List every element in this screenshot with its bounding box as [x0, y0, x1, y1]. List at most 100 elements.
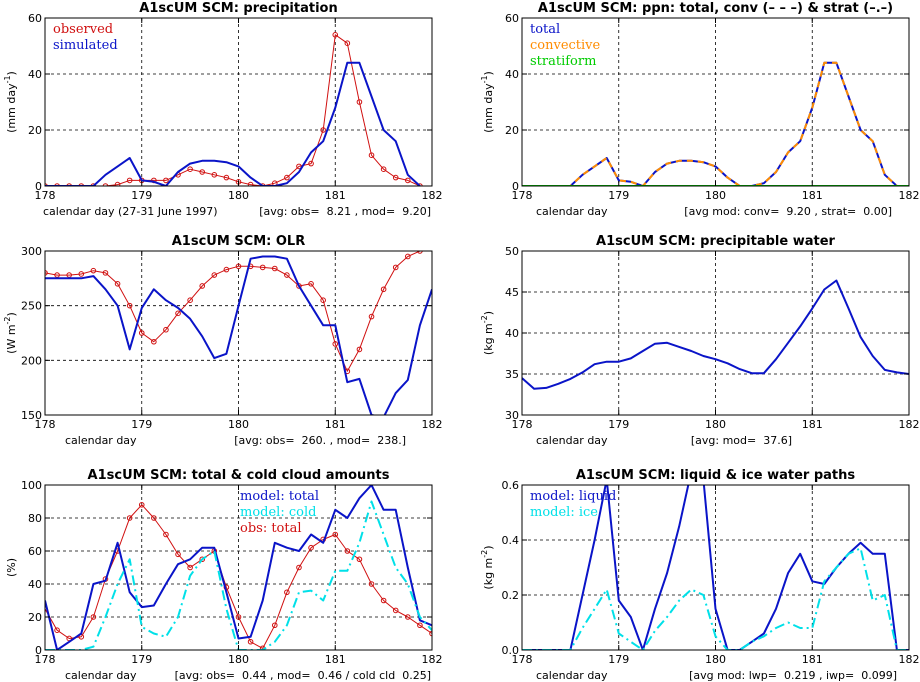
x-tick-label: 181 [325, 189, 346, 202]
x-tick-label: 181 [325, 653, 346, 666]
y-tick-label: 0.2 [502, 589, 520, 602]
data-point [405, 253, 411, 260]
data-point [90, 267, 97, 274]
chart-panel-wp: A1scUM SCM: liquid & ice water paths 178 1… [480, 468, 920, 682]
chart-panel-olr: A1scUM SCM: OLR 178 179 180 181 182 150 200 250 3… [3, 234, 443, 447]
data-point [175, 310, 181, 317]
y-tick-label: 30 [505, 409, 519, 422]
data-point [380, 166, 387, 172]
y-tick-label: 200 [21, 354, 42, 367]
data-point [320, 297, 326, 304]
x-tick-label: 181 [802, 653, 823, 666]
data-point [211, 272, 218, 278]
y-tick-label: 60 [28, 12, 42, 25]
x-tick-label: 180 [228, 653, 249, 666]
x-tick-label: 181 [802, 418, 823, 431]
data-point [163, 531, 169, 538]
data-point [187, 166, 193, 172]
y-axis-label: (mm day-1) [480, 71, 495, 133]
series-line-observed [45, 251, 423, 372]
average-annotation: [avg: obs= 0.44 , mod= 0.46 / cold cld 0… [175, 669, 431, 682]
data-point [284, 589, 290, 596]
y-tick-label: 60 [505, 12, 519, 25]
chart-panel-precip: A1scUM SCM: precipitation 178 179 180 181 182… [3, 1, 443, 218]
series-line-model-ice [522, 547, 909, 650]
series-line-total [522, 61, 898, 186]
data-point [392, 264, 399, 271]
x-tick-label: 178 [512, 418, 533, 431]
data-point [54, 627, 60, 634]
data-point [247, 638, 254, 645]
y-tick-label: 35 [505, 368, 519, 381]
y-axis-label-main: (%) [5, 558, 18, 577]
legend-entry: total [530, 22, 560, 37]
x-tick-label: 182 [899, 189, 920, 202]
data-point [175, 551, 181, 558]
y-tick-label: 100 [21, 479, 42, 492]
data-point [417, 251, 423, 254]
data-point [223, 266, 230, 273]
data-point [271, 622, 278, 629]
data-point [308, 544, 314, 551]
data-point [392, 607, 399, 614]
data-point [187, 564, 193, 571]
y-tick-label: 150 [21, 409, 42, 422]
x-axis-label: calendar day [536, 205, 608, 218]
x-tick-label: 179 [131, 418, 152, 431]
y-axis-label: (%) [5, 558, 18, 577]
data-point [235, 263, 242, 270]
y-axis-label-tail: ) [5, 71, 18, 75]
data-point [405, 177, 411, 184]
y-axis-label: (W m-2) [3, 312, 18, 354]
data-point [392, 174, 399, 181]
x-tick-label: 182 [899, 418, 920, 431]
y-tick-label: 0 [35, 644, 42, 657]
data-point [332, 32, 339, 38]
y-axis-label: (mm day-1) [3, 71, 18, 133]
data-point [332, 341, 339, 347]
data-point [284, 174, 290, 181]
x-tick-label: 178 [35, 653, 56, 666]
legend-entry: observed [53, 22, 113, 37]
data-point [380, 286, 387, 293]
data-point [102, 270, 109, 276]
data-point [199, 556, 206, 563]
series-line-model-total [45, 485, 432, 650]
x-tick-label: 180 [705, 189, 726, 202]
series-line-model-cold [45, 500, 432, 650]
data-point [368, 152, 375, 158]
data-point [308, 160, 314, 167]
average-annotation: [avg mod: conv= 9.20 , strat= 0.00] [684, 205, 892, 218]
data-point [126, 302, 133, 309]
data-point [296, 163, 302, 170]
data-point [199, 283, 206, 289]
chart-title: A1scUM SCM: ppn: total, conv (– – –) & s… [538, 1, 893, 16]
data-point [151, 338, 157, 345]
y-tick-label: 40 [505, 68, 519, 81]
y-tick-label: 20 [28, 611, 42, 624]
data-point [405, 614, 411, 620]
data-point [151, 515, 157, 521]
legend-entry: simulated [53, 38, 118, 53]
y-axis-label-tail: ) [482, 71, 495, 75]
y-axis-label-main: (W m [5, 324, 18, 353]
x-tick-label: 181 [325, 418, 346, 431]
data-point [199, 169, 206, 175]
data-point [126, 177, 133, 184]
x-axis-label: calendar day [536, 669, 608, 682]
y-tick-label: 0 [512, 180, 519, 193]
x-axis-label: calendar day [65, 434, 137, 447]
y-tick-label: 0.6 [502, 479, 520, 492]
chart-title: A1scUM SCM: OLR [172, 234, 305, 249]
chart-panel-cloud: A1scUM SCM: total & cold cloud amounts 17… [5, 468, 443, 682]
data-point [259, 264, 266, 271]
average-annotation: [avg: mod= 37.6] [691, 434, 792, 447]
y-axis-label-main: (kg m [482, 558, 495, 590]
x-tick-label: 179 [608, 189, 629, 202]
y-axis-label-main: (mm day [482, 83, 495, 133]
y-tick-label: 40 [505, 327, 519, 340]
data-point [114, 181, 121, 186]
x-axis-label: calendar day [536, 434, 608, 447]
data-point [235, 614, 242, 620]
